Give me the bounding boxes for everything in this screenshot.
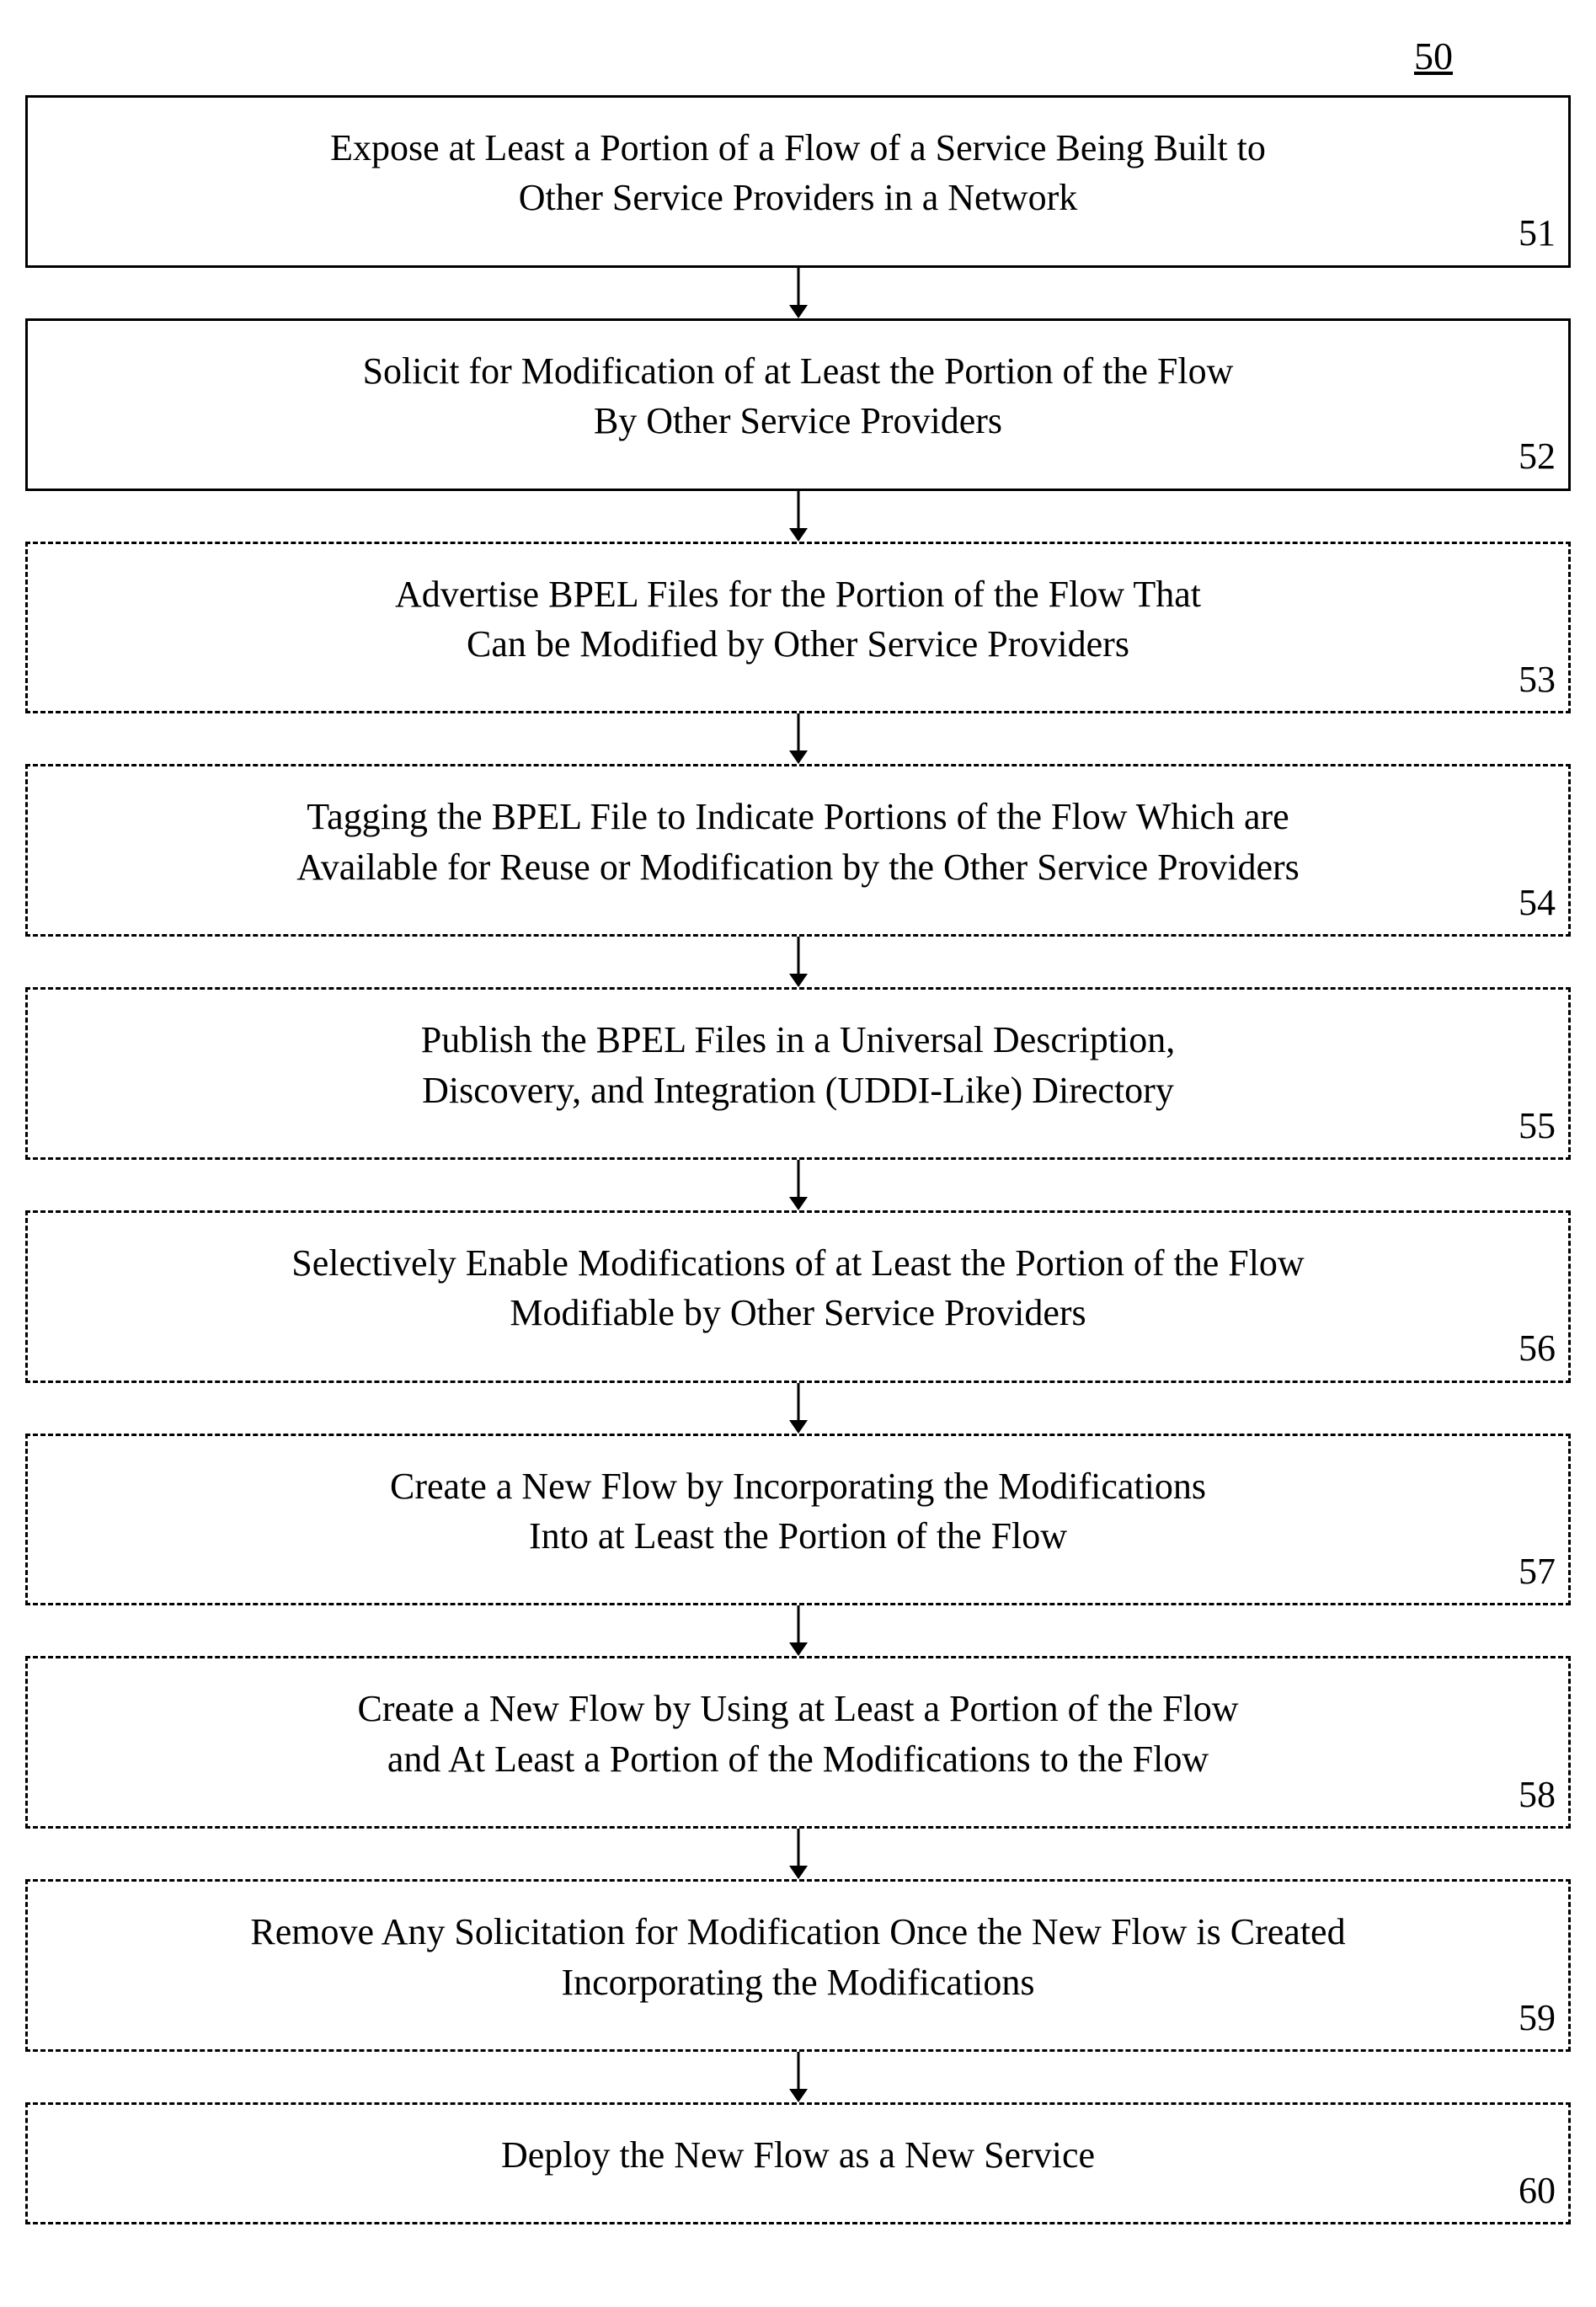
- flow-arrow: [25, 1160, 1571, 1210]
- flow-step-60: Deploy the New Flow as a New Service 60: [25, 2102, 1571, 2224]
- flow-step-51: Expose at Least a Portion of a Flow of a…: [25, 95, 1571, 268]
- flow-arrow: [25, 491, 1571, 542]
- flow-step-54: Tagging the BPEL File to Indicate Portio…: [25, 764, 1571, 937]
- diagram-label: 50: [25, 34, 1571, 78]
- flow-arrow: [25, 937, 1571, 987]
- step-number: 58: [1519, 1770, 1556, 1819]
- step-text-line1: Advertise BPEL Files for the Portion of …: [395, 574, 1201, 615]
- step-number: 55: [1519, 1101, 1556, 1151]
- step-number: 52: [1519, 431, 1556, 481]
- step-text-line2: Available for Reuse or Modification by t…: [296, 846, 1300, 888]
- step-text-line2: By Other Service Providers: [594, 400, 1002, 441]
- flow-step-55: Publish the BPEL Files in a Universal De…: [25, 987, 1571, 1160]
- step-number: 57: [1519, 1546, 1556, 1596]
- flowchart-container: 50 Expose at Least a Portion of a Flow o…: [25, 34, 1571, 2224]
- flow-step-52: Solicit for Modification of at Least the…: [25, 318, 1571, 491]
- flow-arrow: [25, 1383, 1571, 1434]
- step-number: 51: [1519, 208, 1556, 258]
- flow-arrow: [25, 1829, 1571, 1879]
- step-text-line1: Selectively Enable Modifications of at L…: [291, 1242, 1304, 1284]
- step-text-line2: Incorporating the Modifications: [561, 1962, 1034, 2003]
- step-number: 56: [1519, 1323, 1556, 1373]
- step-text-line2: Into at Least the Portion of the Flow: [529, 1515, 1067, 1557]
- step-text-line2: Modifiable by Other Service Providers: [510, 1292, 1086, 1333]
- step-text-line1: Remove Any Solicitation for Modification…: [250, 1911, 1345, 1952]
- step-text-line1: Expose at Least a Portion of a Flow of a…: [330, 127, 1266, 168]
- step-number: 53: [1519, 654, 1556, 704]
- step-text-line2: and At Least a Portion of the Modificati…: [387, 1738, 1209, 1780]
- flow-step-53: Advertise BPEL Files for the Portion of …: [25, 542, 1571, 714]
- step-text-line1: Solicit for Modification of at Least the…: [363, 350, 1234, 392]
- step-text-line2: Discovery, and Integration (UDDI-Like) D…: [422, 1070, 1174, 1111]
- flow-arrow: [25, 713, 1571, 764]
- flow-step-59: Remove Any Solicitation for Modification…: [25, 1879, 1571, 2052]
- flow-step-57: Create a New Flow by Incorporating the M…: [25, 1434, 1571, 1606]
- flow-arrow: [25, 2052, 1571, 2102]
- step-text-line2: Can be Modified by Other Service Provide…: [467, 623, 1129, 665]
- step-text-line1: Deploy the New Flow as a New Service: [501, 2134, 1095, 2176]
- step-text-line1: Publish the BPEL Files in a Universal De…: [421, 1019, 1175, 1060]
- step-text-line1: Tagging the BPEL File to Indicate Portio…: [307, 796, 1289, 837]
- flow-arrow: [25, 268, 1571, 318]
- step-text-line1: Create a New Flow by Using at Least a Po…: [357, 1688, 1238, 1729]
- step-number: 60: [1519, 2165, 1556, 2215]
- flow-arrow: [25, 1605, 1571, 1656]
- step-text-line1: Create a New Flow by Incorporating the M…: [390, 1466, 1206, 1507]
- step-number: 59: [1519, 1993, 1556, 2043]
- step-text-line2: Other Service Providers in a Network: [519, 177, 1077, 218]
- flow-step-58: Create a New Flow by Using at Least a Po…: [25, 1656, 1571, 1829]
- flow-step-56: Selectively Enable Modifications of at L…: [25, 1210, 1571, 1383]
- step-number: 54: [1519, 878, 1556, 927]
